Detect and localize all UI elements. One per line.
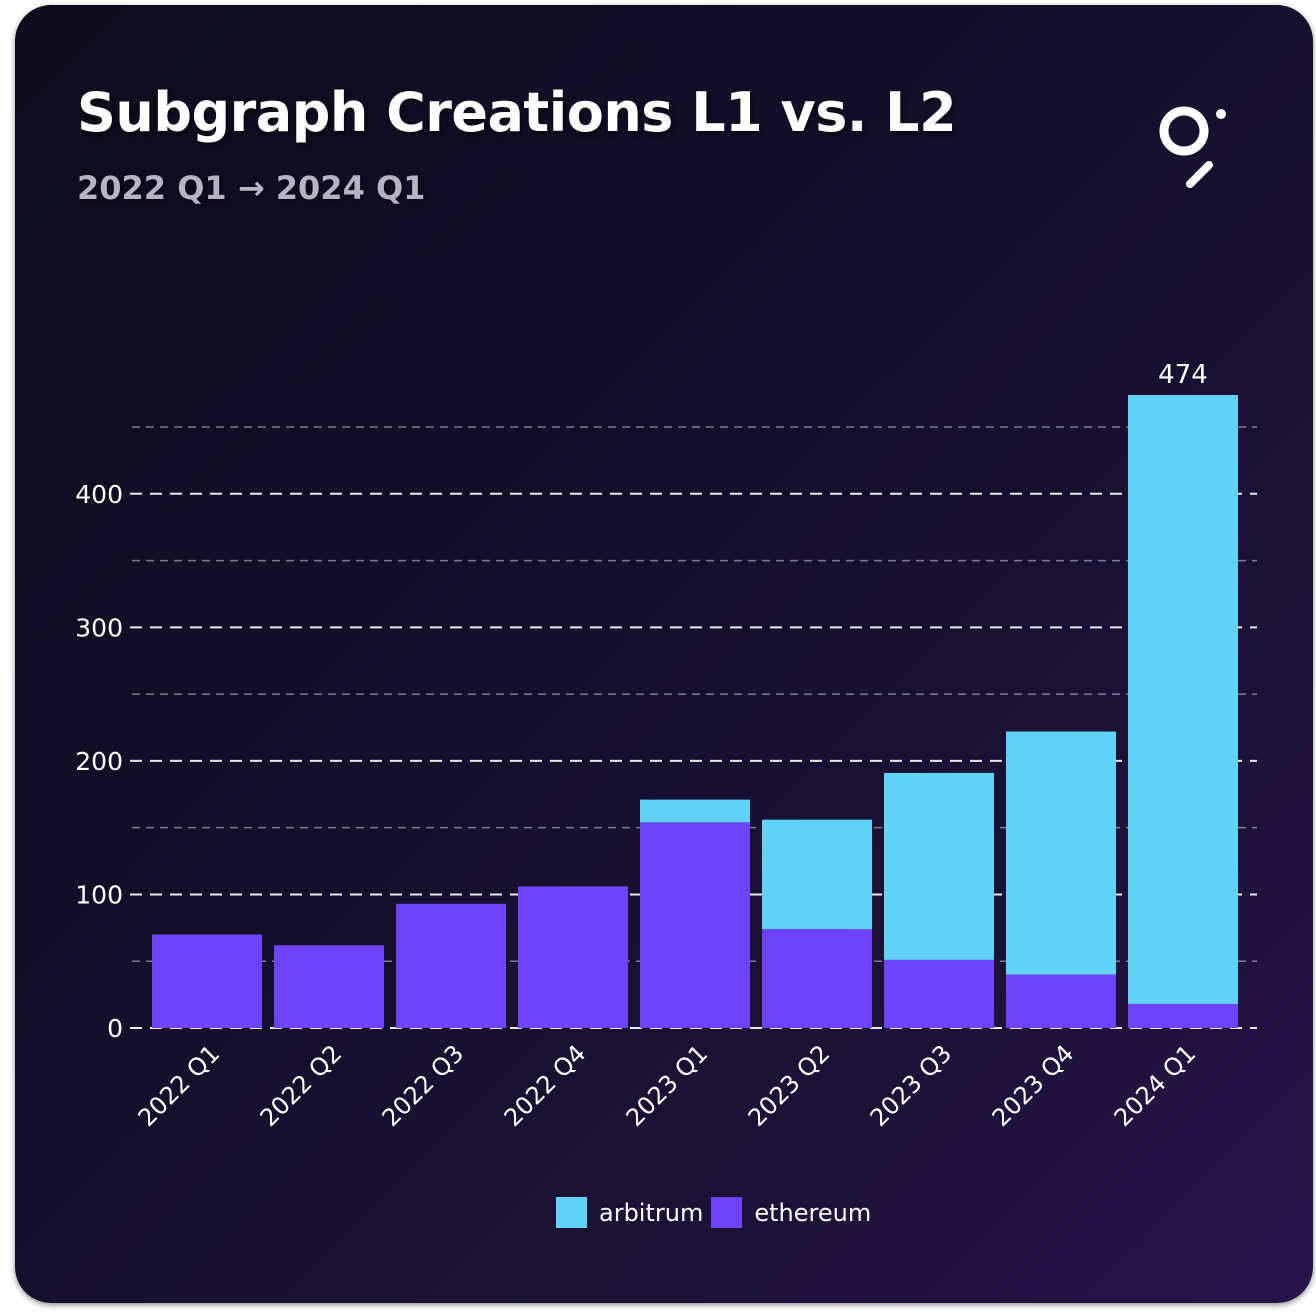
bar-ethereum-2022-q3[interactable] <box>396 903 506 1028</box>
y-tick-label: 400 <box>75 480 123 509</box>
bars <box>152 394 1238 1028</box>
legend-swatch-arbitrum <box>556 1197 587 1228</box>
bar-ethereum-2022-q1[interactable] <box>152 934 262 1028</box>
bar-ethereum-2023-q3[interactable] <box>884 959 994 1028</box>
bar-ethereum-2022-q4[interactable] <box>518 886 628 1028</box>
bar-ethereum-2023-q4[interactable] <box>1006 974 1116 1028</box>
legend: arbitrum ethereum <box>556 1197 879 1228</box>
legend-swatch-ethereum <box>711 1197 743 1228</box>
chart-subtitle: 2022 Q1 → 2024 Q1 <box>77 169 426 207</box>
bar-ethereum-2023-q2[interactable] <box>762 929 872 1028</box>
x-tick-label: 2023 Q3 <box>865 1039 958 1132</box>
x-tick-label: 2022 Q2 <box>255 1039 348 1132</box>
y-tick-label: 100 <box>75 880 123 909</box>
bar-arbitrum-2023-q3[interactable] <box>884 772 994 960</box>
y-tick-label: 300 <box>75 613 123 642</box>
bar-ethereum-2023-q1[interactable] <box>640 822 750 1028</box>
y-tick-label: 0 <box>107 1014 123 1043</box>
x-axis-ticks: 2022 Q1 2022 Q2 2022 Q3 2022 Q4 2023 Q1 2023 … <box>133 1039 1202 1132</box>
bar-total-label: 474 <box>1158 360 1208 390</box>
legend-label-arbitrum: arbitrum <box>599 1198 704 1227</box>
bar-ethereum-2022-q2[interactable] <box>274 945 384 1028</box>
legend-item-arbitrum[interactable]: arbitrum <box>556 1197 703 1228</box>
x-tick-label: 2022 Q1 <box>133 1039 226 1132</box>
bar-arbitrum-2023-q2[interactable] <box>762 819 872 930</box>
bar-arbitrum-2024-q1[interactable] <box>1128 394 1238 1004</box>
x-tick-label: 2022 Q4 <box>499 1039 592 1132</box>
bar-arbitrum-2023-q4[interactable] <box>1006 731 1116 975</box>
x-tick-label: 2023 Q2 <box>743 1039 836 1132</box>
chart-card: Subgraph Creations L1 vs. L2 2022 Q1 → 2… <box>15 5 1313 1303</box>
x-tick-label: 2022 Q3 <box>377 1039 470 1132</box>
legend-label-ethereum: ethereum <box>754 1198 872 1227</box>
graph-logo-icon <box>1159 106 1226 188</box>
chart-title: Subgraph Creations L1 vs. L2 <box>77 81 957 144</box>
x-tick-label: 2023 Q1 <box>621 1039 714 1132</box>
y-tick-label: 200 <box>75 747 123 776</box>
legend-item-ethereum[interactable]: ethereum <box>711 1197 871 1228</box>
x-tick-label: 2024 Q1 <box>1109 1039 1202 1132</box>
data-labels: 474 <box>1158 360 1208 390</box>
bar-ethereum-2024-q1[interactable] <box>1128 1003 1238 1028</box>
y-axis-ticks: 0 100 200 300 400 <box>75 480 123 1043</box>
x-tick-label: 2023 Q4 <box>987 1039 1080 1132</box>
bar-arbitrum-2023-q1[interactable] <box>640 799 750 823</box>
